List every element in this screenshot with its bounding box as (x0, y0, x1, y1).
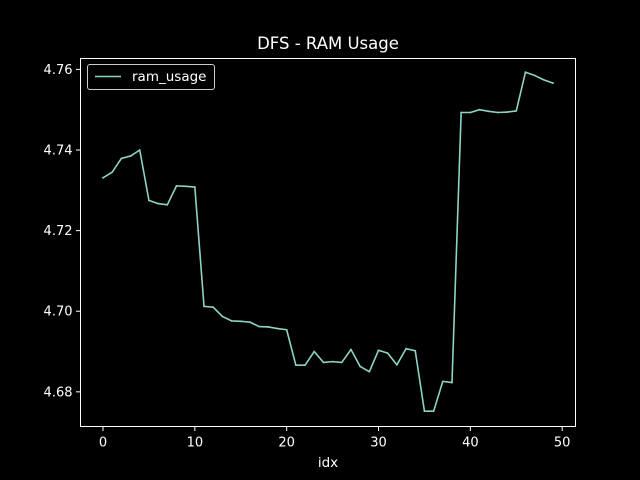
data-point (157, 202, 160, 205)
y-tick-label: 4.72 (44, 224, 73, 239)
data-point (294, 364, 297, 367)
x-tick-label: 50 (554, 436, 571, 451)
legend: ram_usage (87, 64, 215, 90)
data-point (405, 347, 407, 350)
data-point (249, 321, 251, 324)
data-point (478, 108, 481, 111)
data-point (451, 381, 453, 384)
data-point (239, 320, 242, 323)
x-tick-label: 0 (99, 436, 107, 451)
data-points (102, 71, 554, 413)
data-point (542, 78, 545, 81)
data-point (184, 185, 187, 188)
legend-label-ram-usage: ram_usage (132, 69, 206, 85)
x-axis-label: idx (318, 455, 338, 471)
y-tick-label: 4.70 (44, 305, 73, 320)
data-point (340, 361, 343, 364)
data-point (285, 328, 288, 331)
data-point (120, 157, 123, 160)
data-point (395, 363, 398, 366)
data-point (552, 82, 554, 84)
data-point (322, 361, 325, 364)
data-point (212, 306, 215, 309)
x-axis: 0 10 20 30 40 50 (99, 426, 571, 451)
y-axis: 4.68 4.70 4.72 4.74 4.76 (44, 63, 81, 400)
data-point (432, 410, 435, 413)
data-point (313, 350, 316, 353)
data-point (533, 74, 536, 77)
plot-area (80, 58, 576, 427)
data-point (368, 370, 371, 373)
data-point (129, 155, 132, 157)
data-point (377, 349, 380, 352)
series-line-ram-usage (102, 71, 554, 412)
data-point (350, 348, 352, 351)
data-point (276, 327, 279, 330)
data-point (487, 110, 490, 113)
data-point (230, 320, 233, 322)
legend-box (87, 64, 215, 90)
data-point (148, 199, 150, 202)
x-tick-label: 40 (462, 436, 479, 451)
x-tick-label: 30 (370, 436, 387, 451)
data-point (386, 352, 389, 355)
y-tick-label: 4.74 (44, 143, 73, 158)
data-point (414, 349, 417, 352)
data-point (102, 176, 104, 179)
data-point (497, 111, 499, 114)
data-point (331, 360, 334, 363)
data-point (111, 171, 114, 174)
data-point (203, 305, 205, 308)
data-point (221, 315, 224, 318)
data-point (524, 71, 527, 74)
data-point (138, 149, 141, 151)
x-tick-label: 20 (278, 436, 295, 451)
data-point (193, 186, 196, 188)
y-tick-label: 4.68 (44, 385, 73, 400)
plot-frame (80, 58, 576, 427)
x-tick-label: 10 (187, 436, 204, 451)
data-point (175, 184, 178, 187)
data-point (304, 364, 306, 367)
data-point (166, 203, 169, 206)
data-point (267, 326, 270, 328)
data-point (515, 110, 518, 112)
data-point (423, 410, 426, 413)
y-tick-label: 4.76 (44, 63, 73, 78)
data-point (469, 111, 472, 114)
data-point (258, 325, 261, 328)
data-point (460, 111, 463, 114)
data-point (506, 111, 508, 114)
data-point (359, 365, 362, 368)
chart-title: DFS - RAM Usage (257, 34, 399, 53)
data-point (441, 380, 444, 383)
